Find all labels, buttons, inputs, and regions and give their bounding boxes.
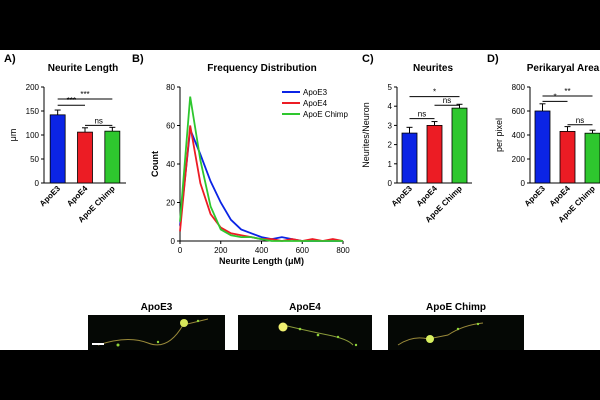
- x-tick-label: ApoE4: [65, 184, 90, 209]
- y-tick-label: 1: [388, 160, 393, 169]
- y-tick-label: 50: [30, 155, 39, 164]
- y-tick-label: 0: [521, 179, 526, 188]
- bar-apoe4: [77, 131, 93, 184]
- x-tick-label: 0: [178, 246, 183, 255]
- y-tick-label: 20: [166, 199, 175, 208]
- scale-bar: [92, 343, 104, 345]
- bar-apoe4: [559, 131, 576, 184]
- figure-panel: A) Neurite Length 0 50 100 150 200 μm ApoE3 ApoE4…: [0, 50, 600, 350]
- chart-title: Neurite Length: [48, 63, 119, 74]
- panel-letter: B): [132, 53, 144, 65]
- y-tick-label: 800: [512, 83, 526, 92]
- y-axis-label: Count: [150, 151, 160, 177]
- chart-title: Neurites: [413, 63, 453, 74]
- micrograph-label-apoe3: ApoE3: [140, 302, 173, 313]
- x-tick-label: 800: [336, 246, 350, 255]
- y-tick-label: 5: [388, 83, 393, 92]
- series-line-apoe4: [179, 125, 344, 242]
- chart-title: Frequency Distribution: [207, 63, 316, 74]
- micrograph-label-apoe-chimp: ApoE Chimp: [426, 302, 486, 313]
- legend-label: ApoE4: [303, 99, 328, 108]
- y-tick-label: 60: [166, 122, 175, 131]
- panel-letter: D): [487, 53, 499, 65]
- y-tick-label: 80: [166, 83, 175, 92]
- bar-apoe3: [401, 132, 418, 184]
- bar-apoe-chimp: [584, 132, 600, 184]
- significance-label: **: [564, 87, 570, 96]
- significance-label: ***: [67, 96, 76, 105]
- chart-title: Perikaryal Area: [527, 63, 600, 74]
- micrograph-apoe-chimp: [388, 315, 524, 350]
- bar-apoe-chimp: [451, 107, 468, 184]
- y-tick-label: 3: [388, 121, 393, 130]
- significance-label: *: [433, 88, 436, 97]
- y-tick-label: 400: [512, 131, 526, 140]
- y-tick-label: 0: [388, 179, 393, 188]
- y-tick-label: 40: [166, 160, 175, 169]
- significance-label: ns: [576, 116, 584, 125]
- x-tick-label: 200: [214, 246, 228, 255]
- significance-label: ns: [94, 116, 102, 125]
- series-line-apoe3: [179, 129, 343, 242]
- y-axis-label: μm: [8, 129, 18, 142]
- y-tick-label: 200: [512, 155, 526, 164]
- legend-label: ApoE Chimp: [303, 110, 348, 119]
- panel-letter: C): [362, 53, 374, 65]
- y-tick-label: 0: [171, 237, 176, 246]
- x-axis-label: Neurite Length (μM): [219, 256, 304, 266]
- micrograph-apoe4: [238, 315, 372, 350]
- y-tick-label: 0: [35, 179, 40, 188]
- y-axis-label: Neurites/Neuron: [361, 102, 371, 168]
- y-tick-label: 600: [512, 107, 526, 116]
- x-tick-label: ApoE3: [523, 184, 548, 209]
- significance-label: *: [553, 92, 556, 101]
- x-tick-label: 400: [255, 246, 269, 255]
- y-tick-label: 4: [388, 102, 393, 111]
- y-tick-label: 150: [26, 107, 40, 116]
- micrograph-label-apoe4: ApoE4: [289, 302, 321, 313]
- x-tick-label: ApoE3: [390, 184, 415, 209]
- x-tick-label: 600: [296, 246, 310, 255]
- bar-apoe-chimp: [104, 130, 121, 184]
- y-tick-label: 2: [388, 141, 393, 150]
- y-axis-label: per pixel: [494, 118, 504, 152]
- y-tick-label: 100: [26, 131, 40, 140]
- micrograph-apoe3: [88, 315, 225, 350]
- panel-letter: A): [4, 53, 16, 65]
- significance-label: ***: [80, 90, 89, 99]
- y-tick-label: 200: [26, 83, 40, 92]
- series-line-apoe-chimp: [179, 96, 343, 242]
- x-tick-label: ApoE3: [38, 184, 63, 209]
- significance-label: ns: [418, 110, 426, 119]
- legend-label: ApoE3: [303, 88, 328, 97]
- bar-apoe3: [49, 114, 66, 184]
- significance-label: ns: [443, 96, 451, 105]
- bar-apoe3: [534, 110, 551, 184]
- bar-apoe4: [426, 125, 443, 184]
